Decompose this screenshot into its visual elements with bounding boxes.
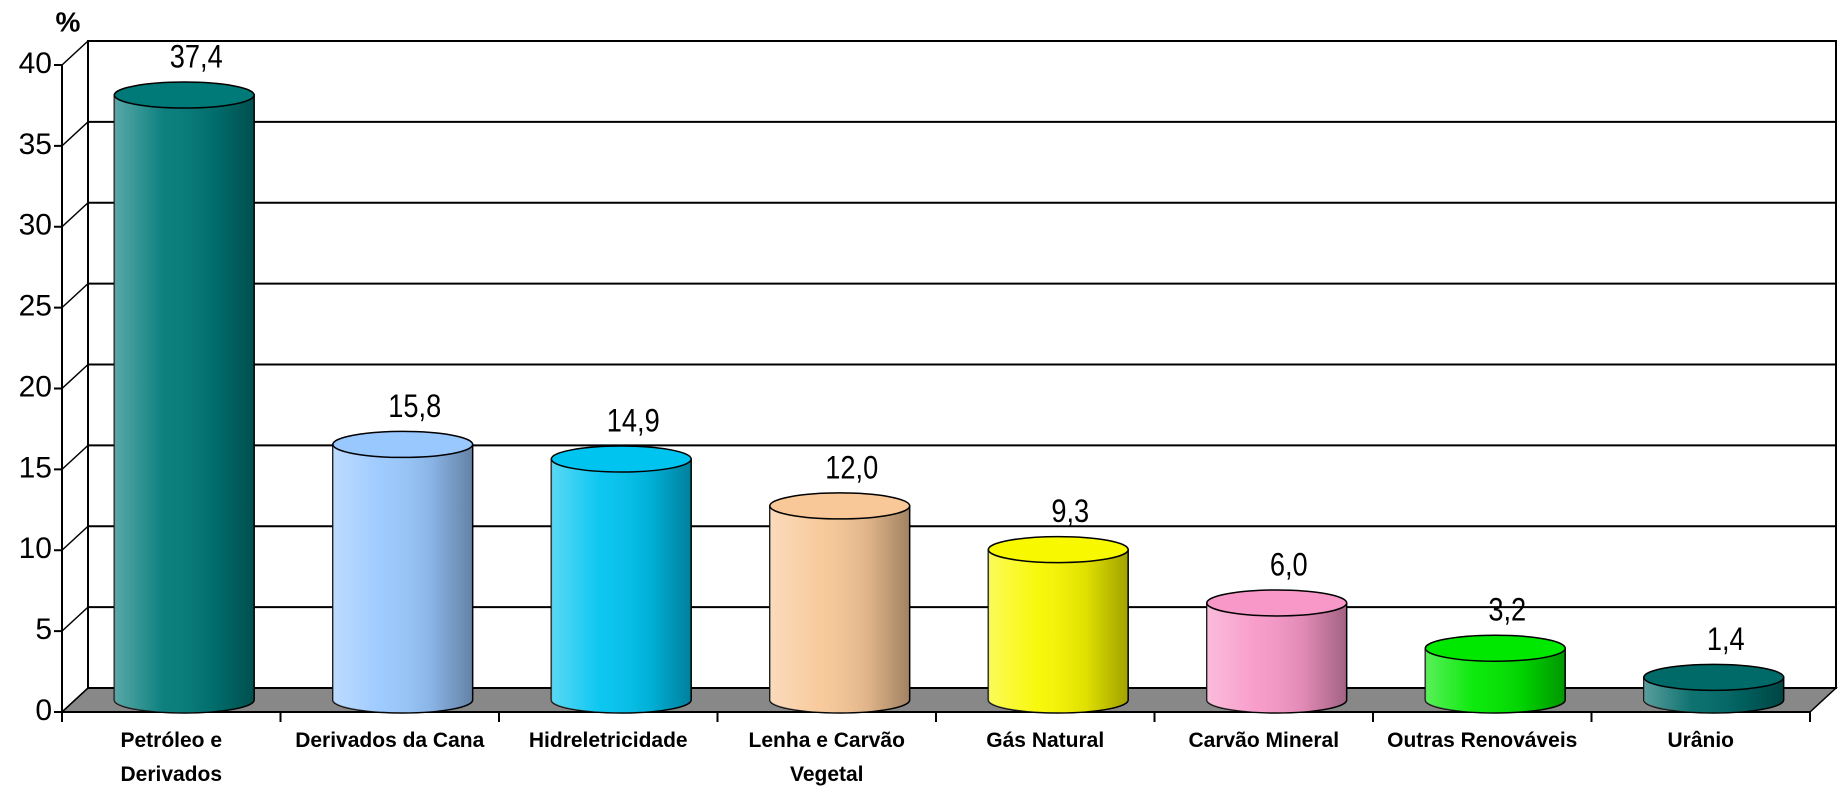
x-tick-label: Urânio xyxy=(1667,729,1734,752)
value-label: 3,2 xyxy=(1488,593,1526,629)
y-tick-label: 15 xyxy=(19,451,52,484)
grid-side xyxy=(61,283,89,309)
grid-side xyxy=(61,121,89,147)
x-tick-label: Gás Natural xyxy=(986,729,1105,752)
x-tick-label: Outras Renováveis xyxy=(1387,729,1578,752)
bar-shade xyxy=(332,444,473,713)
value-label: 9,3 xyxy=(1051,494,1089,530)
bar-shade xyxy=(769,505,910,714)
cylinder xyxy=(769,492,911,714)
cylinder xyxy=(332,430,474,714)
cylinder xyxy=(1424,634,1566,714)
y-tick-label: 30 xyxy=(19,209,52,242)
y-tick-label: 40 xyxy=(19,47,52,80)
grid-side xyxy=(61,525,89,551)
x-tick-label: Hidreletricidade xyxy=(528,729,688,752)
bar-top xyxy=(987,535,1129,564)
y-axis-label: % xyxy=(56,6,81,37)
value-label: 14,9 xyxy=(607,403,660,439)
y-tick-label: 25 xyxy=(19,290,52,323)
bar-top xyxy=(769,492,911,520)
bar-shade xyxy=(1425,648,1566,713)
value-label: 15,8 xyxy=(388,389,441,425)
y-tick-label: 10 xyxy=(19,532,52,565)
cylinder xyxy=(113,81,255,714)
grid-side xyxy=(61,40,89,66)
y-tick-label: 20 xyxy=(19,370,52,403)
cylinder xyxy=(1206,589,1348,714)
cylinder xyxy=(550,445,692,714)
bar-top xyxy=(113,81,255,109)
bar-shade xyxy=(114,95,255,713)
bar-top xyxy=(1424,634,1566,662)
value-label: 6,0 xyxy=(1270,547,1308,583)
y-tick-label: 35 xyxy=(19,128,52,161)
grid-side xyxy=(61,363,89,390)
y-tick-label: 5 xyxy=(35,613,52,646)
bar-shade xyxy=(988,549,1129,713)
value-label: 1,4 xyxy=(1707,622,1745,658)
bar-top xyxy=(332,430,474,459)
grid-side xyxy=(61,606,89,632)
floor xyxy=(60,687,1838,713)
bar-top xyxy=(550,445,692,473)
x-tick-label: Petróleo e Derivados xyxy=(120,729,223,786)
x-tick-label: Carvão Mineral xyxy=(1188,729,1340,752)
cylinder xyxy=(987,535,1129,714)
bar-top xyxy=(1643,663,1785,692)
value-label: 12,0 xyxy=(825,450,878,486)
bar-top xyxy=(1206,589,1348,617)
grid-side xyxy=(61,444,89,470)
grid-side xyxy=(61,202,89,228)
x-tick-label: Derivados da Cana xyxy=(295,729,485,752)
bar-shade xyxy=(551,458,692,713)
value-label: 37,4 xyxy=(170,39,223,75)
y-tick-label: 0 xyxy=(35,694,52,727)
x-tick-label: Lenha e Carvão Vegetal xyxy=(748,729,905,786)
grid-side xyxy=(61,687,89,713)
bar-shade xyxy=(1206,602,1347,713)
cylinder xyxy=(1643,663,1785,714)
